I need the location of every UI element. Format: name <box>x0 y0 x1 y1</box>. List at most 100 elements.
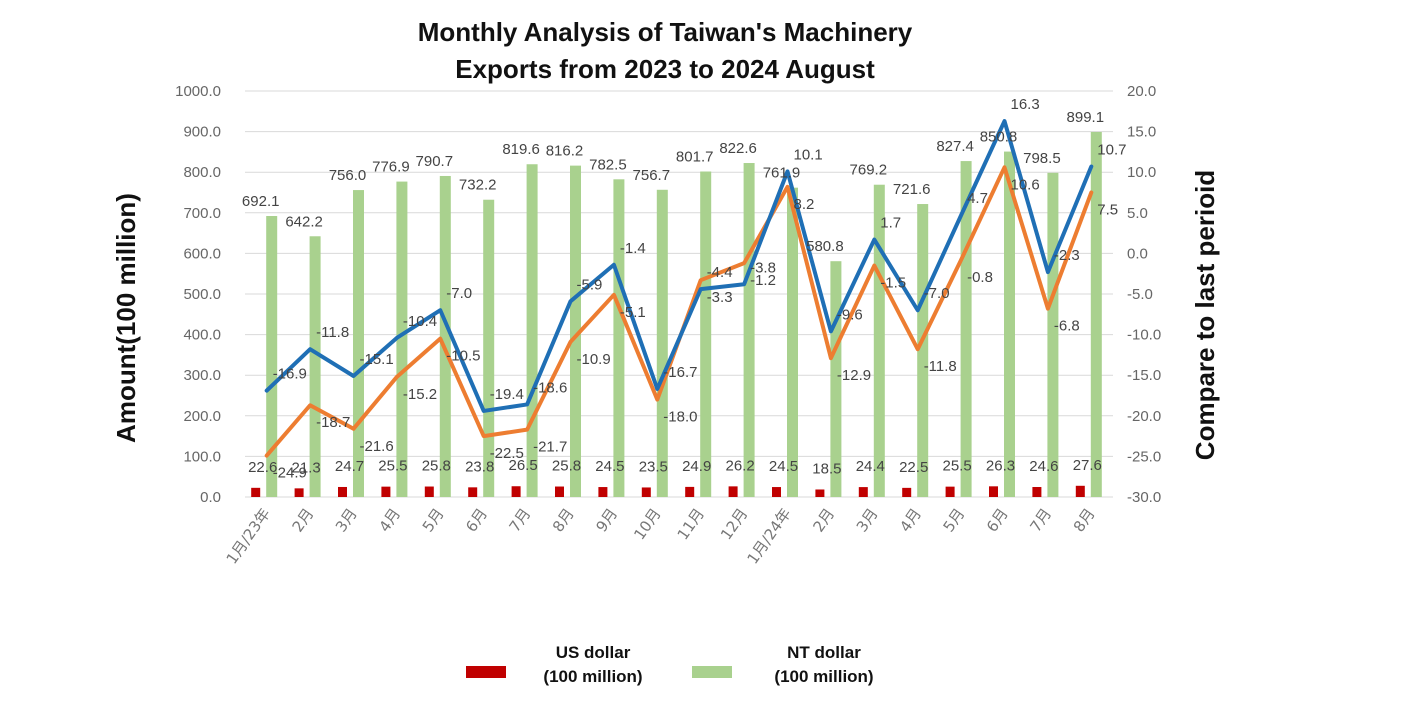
data-label-compare-nt-dollar: -5.9 <box>577 276 603 293</box>
data-label-us-dollar: 22.6 <box>248 459 277 476</box>
data-label-nt-dollar: 721.6 <box>893 181 931 198</box>
data-label-us-dollar: 25.5 <box>942 458 971 475</box>
y-right-tick-label: -20.0 <box>1127 408 1161 425</box>
x-tick-label: 2月 <box>809 505 838 535</box>
data-label-nt-dollar: 798.5 <box>1023 150 1061 167</box>
x-tick-label: 3月 <box>853 505 882 535</box>
data-label-nt-dollar: 790.7 <box>416 153 454 170</box>
data-label-us-dollar: 18.5 <box>812 460 841 477</box>
data-label-compare-nt-dollar: -7.0 <box>446 285 472 302</box>
bar-us-dollar <box>815 489 825 497</box>
data-label-nt-dollar: 782.5 <box>589 156 627 173</box>
x-tick-label: 8月 <box>1070 505 1099 535</box>
data-label-compare-us-dollar: -1.5 <box>880 275 906 292</box>
x-tick-label: 4月 <box>375 505 404 535</box>
data-label-compare-nt-dollar: -11.8 <box>316 324 349 341</box>
x-tick-label: 11月 <box>674 505 708 543</box>
y-right-tick-label: -15.0 <box>1127 367 1161 384</box>
y-left-tick-label: 200.0 <box>183 408 221 425</box>
bar-nt-dollar <box>266 216 278 498</box>
data-label-us-dollar: 24.5 <box>769 458 798 475</box>
data-label-compare-nt-dollar: -9.6 <box>837 306 863 323</box>
bar-nt-dollar <box>1047 172 1059 497</box>
y-right-tick-label: -5.0 <box>1127 286 1153 303</box>
x-tick-label: 5月 <box>940 505 969 535</box>
data-label-compare-nt-dollar: 10.7 <box>1097 142 1126 159</box>
y-axis-right: -30.0 -25.0 -20.0 -15.0 -10.0 -5.0 0.0 5.0 10.0 1… <box>1127 83 1161 506</box>
y-right-tick-label: 15.0 <box>1127 124 1156 141</box>
bar-us-dollar <box>424 486 434 497</box>
data-label-us-dollar: 22.5 <box>899 459 928 476</box>
y-right-tick-label: -30.0 <box>1127 489 1161 506</box>
data-label-compare-nt-dollar: -15.1 <box>360 351 394 368</box>
data-label-us-dollar: 26.3 <box>986 457 1015 474</box>
bar-nt-dollar <box>483 199 495 497</box>
bar-us-dollar <box>1032 487 1042 497</box>
bar-us-dollar <box>338 486 347 497</box>
data-label-us-dollar: 25.8 <box>422 458 451 475</box>
data-label-compare-us-dollar: -6.8 <box>1054 318 1080 335</box>
x-tick-label: 9月 <box>592 505 621 535</box>
data-label-us-dollar: 26.2 <box>725 457 754 474</box>
data-labels: 692.1 22.6 -16.9 -24.9 642.2 21.3 -11.8 -18.7 75… <box>242 96 1127 482</box>
bar-nt-dollar <box>570 165 581 497</box>
lines <box>264 119 1094 458</box>
bar-nt-dollar <box>743 163 755 497</box>
data-label-compare-us-dollar: -10.5 <box>446 348 480 365</box>
data-label-nt-dollar: 899.1 <box>1067 109 1105 126</box>
x-tick-label: 6月 <box>983 505 1012 535</box>
y-axis-left: 0.0 100.0 200.0 300.0 400.0 500.0 600.0 700.0 80… <box>175 83 221 506</box>
data-label-compare-us-dollar: -21.6 <box>360 438 394 455</box>
x-tick-label: 5月 <box>419 505 448 535</box>
y-axis-right-title: Compare to last perioid <box>1190 170 1220 460</box>
data-label-nt-dollar: 756.7 <box>633 167 671 184</box>
data-label-compare-us-dollar: -1.2 <box>750 272 776 289</box>
bar-us-dollar <box>381 486 391 497</box>
y-right-tick-label: 0.0 <box>1127 245 1148 262</box>
bar-nt-dollar <box>700 171 712 497</box>
legend: US dollar (100 million) NT dollar (100 m… <box>466 643 874 686</box>
bar-nt-dollar <box>309 236 321 498</box>
data-label-us-dollar: 24.4 <box>856 458 885 475</box>
data-label-compare-nt-dollar: -18.6 <box>533 379 567 396</box>
data-label-us-dollar: 25.5 <box>378 458 407 475</box>
data-label-nt-dollar: 692.1 <box>242 193 280 210</box>
bar-us-dollar <box>468 487 478 497</box>
bar-nt-dollar <box>960 161 972 497</box>
data-label-nt-dollar: 756.0 <box>329 167 367 184</box>
data-label-compare-nt-dollar: -2.3 <box>1054 247 1080 264</box>
data-label-nt-dollar: 580.8 <box>806 238 844 255</box>
chart-title-line-2: Exports from 2023 to 2024 August <box>455 54 875 84</box>
bar-us-dollar <box>511 486 521 497</box>
data-label-compare-nt-dollar: 16.3 <box>1011 96 1040 113</box>
data-label-us-dollar: 21.3 <box>291 459 320 476</box>
x-tick-label: 8月 <box>549 505 578 535</box>
bar-nt-dollar <box>1004 151 1015 497</box>
data-label-nt-dollar: 769.2 <box>850 162 888 179</box>
data-label-nt-dollar: 732.2 <box>459 177 497 194</box>
data-label-compare-nt-dollar: 4.7 <box>967 190 988 207</box>
x-tick-label: 4月 <box>896 505 925 535</box>
y-axis-left-title: Amount(100 million) <box>111 193 141 443</box>
data-label-nt-dollar: 801.7 <box>676 149 714 166</box>
y-left-tick-label: 1000.0 <box>175 83 221 100</box>
data-label-compare-us-dollar: -24.9 <box>273 465 307 482</box>
bar-nt-dollar <box>830 261 842 497</box>
bars <box>251 131 1102 498</box>
data-label-compare-nt-dollar: -4.4 <box>707 264 733 281</box>
bar-us-dollar <box>858 487 868 497</box>
x-tick-label: 1月/24年 <box>744 505 795 567</box>
y-left-tick-label: 300.0 <box>183 367 221 384</box>
bar-nt-dollar <box>353 190 364 497</box>
bar-nt-dollar <box>1090 131 1102 497</box>
data-label-compare-nt-dollar: -3.8 <box>750 259 776 276</box>
bar-us-dollar <box>989 486 998 497</box>
x-tick-label: 6月 <box>462 505 491 535</box>
y-left-tick-label: 600.0 <box>183 245 221 262</box>
data-label-compare-us-dollar: -21.7 <box>533 439 567 456</box>
data-label-compare-nt-dollar: -16.9 <box>273 366 307 383</box>
bar-us-dollar <box>685 486 695 497</box>
legend-swatch-nt-dollar <box>692 666 732 678</box>
y-right-tick-label: 10.0 <box>1127 164 1156 181</box>
